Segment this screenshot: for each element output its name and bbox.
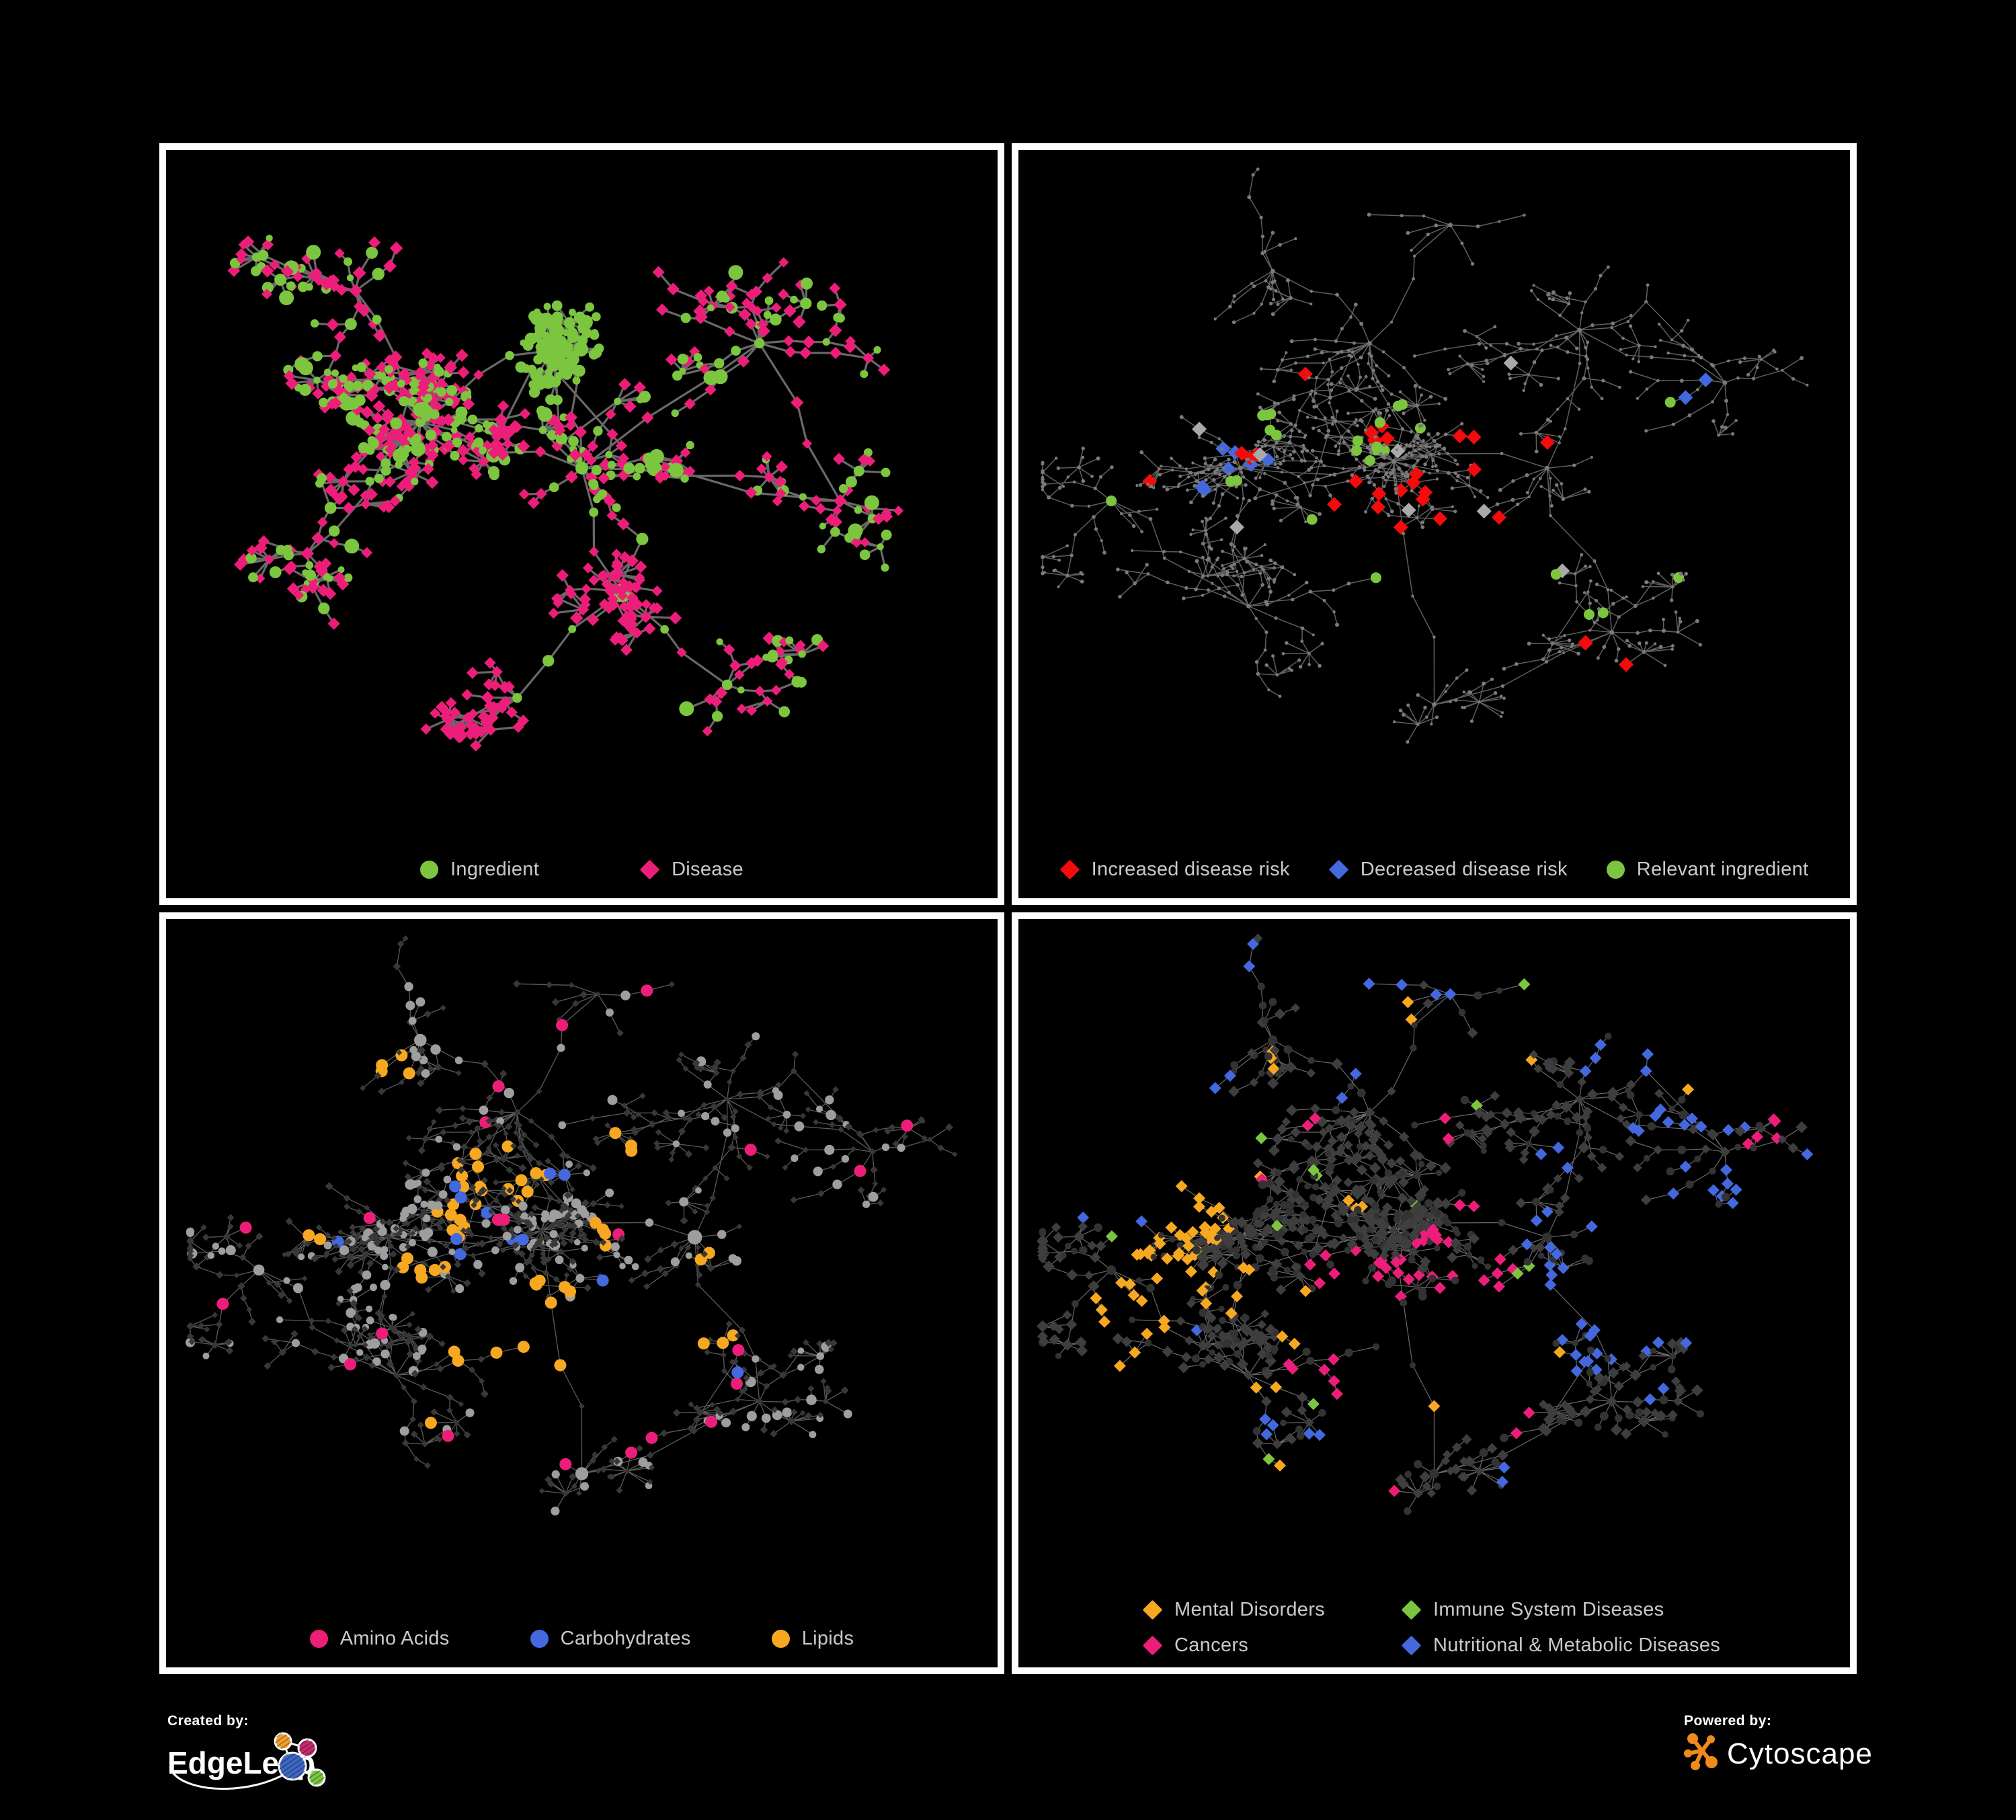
powered-by-label: Powered by: [1684,1713,1772,1729]
edgeleap-logo: EdgeLeap [167,1732,326,1790]
increased-risk-diamond-marker [1059,859,1080,880]
relevant-ingredient-circle-marker [1606,861,1625,879]
edgeleap-network-icon [274,1732,326,1787]
legend-item-decreased-risk: Decreased disease risk [1328,859,1568,881]
legend-item-mental-disorders: Mental Disorders [1142,1599,1402,1621]
legend-item-disease: Disease [639,859,743,881]
legend-label: Increased disease risk [1091,859,1290,880]
mental-disorders-diamond-marker [1142,1599,1163,1620]
disease-categories-network-graph [1037,933,1814,1515]
legend-label: Ingredient [450,859,540,880]
amino-acids-circle-marker [309,1630,328,1648]
edgeleap-credit: Created by: EdgeLeap [167,1713,335,1805]
ingredient-disease-network-graph [227,235,904,752]
legend-item-cancers: Cancers [1142,1634,1402,1657]
panel-ingredient-disease: Ingredient Disease [159,143,1004,905]
legend-label: Cancers [1174,1634,1249,1656]
legend-label: Relevant ingredient [1636,859,1809,880]
legend-disease-categories: Mental Disorders Immune System Diseases … [1142,1599,1721,1657]
cytoscape-network-icon [1684,1733,1718,1770]
legend-item-amino-acids: Amino Acids [309,1628,450,1650]
cytoscape-logo: Cytoscape [1684,1733,1873,1775]
legend-label: Immune System Diseases [1433,1599,1664,1620]
legend-ingredient-disease: Ingredient Disease [166,859,998,881]
legend-label: Disease [672,859,743,880]
panel-disease-risk: Increased disease risk Decreased disease… [1012,143,1857,905]
legend-disease-risk: Increased disease risk Decreased disease… [1018,859,1850,881]
disease-diamond-marker [639,859,660,880]
legend-label: Mental Disorders [1174,1599,1325,1620]
nutritional-metabolic-diseases-diamond-marker [1401,1635,1422,1656]
carbohydrates-circle-marker [530,1630,549,1648]
cytoscape-wordmark: Cytoscape [1727,1737,1873,1770]
created-by-label: Created by: [167,1713,249,1729]
legend-label: Lipids [801,1628,854,1649]
decreased-risk-diamond-marker [1328,859,1349,880]
legend-label: Decreased disease risk [1360,859,1568,880]
legend-label: Amino Acids [339,1628,450,1649]
legend-item-ingredient: Ingredient [420,859,539,881]
disease-risk-network-graph [1041,167,1809,744]
panel-disease-categories: Mental Disorders Immune System Diseases … [1012,912,1857,1674]
panel-nutrient-classes: Amino Acids Carbohydrates Lipids [159,912,1004,1674]
cancers-diamond-marker [1142,1635,1163,1656]
legend-label: Nutritional & Metabolic Diseases [1433,1634,1721,1656]
legend-item-immune-system-diseases: Immune System Diseases [1401,1599,1720,1621]
cytoscape-credit: Powered by: Cytosc [1684,1713,1873,1775]
nutrient-classes-network-graph [186,935,958,1516]
ingredient-circle-marker [420,861,439,879]
lipids-circle-marker [771,1630,790,1648]
legend-item-nutritional-metabolic-diseases: Nutritional & Metabolic Diseases [1401,1634,1721,1657]
legend-item-carbohydrates: Carbohydrates [530,1628,691,1650]
legend-item-relevant-ingredient: Relevant ingredient [1606,859,1809,881]
legend-item-lipids: Lipids [771,1628,854,1650]
legend-label: Carbohydrates [560,1628,691,1649]
legend-item-increased-risk: Increased disease risk [1059,859,1290,881]
immune-system-diseases-diamond-marker [1401,1599,1422,1620]
legend-nutrient-classes: Amino Acids Carbohydrates Lipids [166,1628,998,1650]
